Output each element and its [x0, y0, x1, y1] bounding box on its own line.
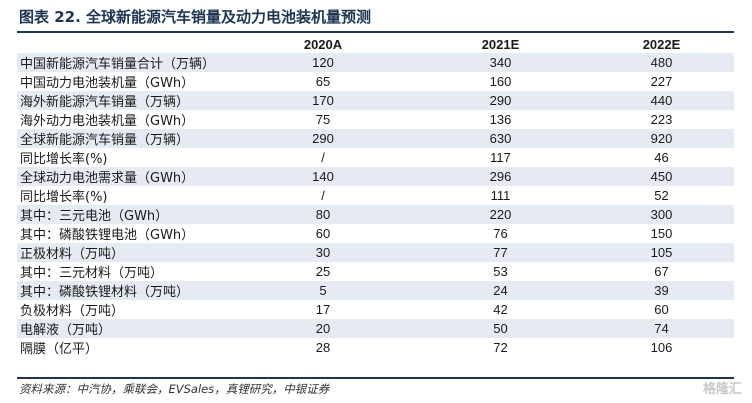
row-label: 正极材料（万吨）	[17, 243, 234, 262]
row-label: 其中：三元电池（GWh）	[17, 205, 234, 224]
value-cell: 106	[650, 340, 673, 355]
value-cell: 53	[493, 264, 508, 279]
value-cell: 39	[589, 281, 734, 300]
table-row: 全球新能源汽车销量（万辆） 290 630 920	[17, 129, 734, 148]
value-cell: 28	[315, 340, 331, 355]
value-cell: 630	[412, 129, 589, 148]
value-cell: 24	[412, 281, 589, 300]
table-body: 中国新能源汽车销量合计（万辆） 120 340 480 中国动力电池装机量（GWh） 65…	[17, 53, 734, 357]
table-row: 中国新能源汽车销量合计（万辆） 120 340 480	[17, 53, 734, 72]
title-divider	[17, 31, 734, 33]
row-label: 其中：磷酸铁锂材料（万吨）	[17, 281, 234, 300]
value-cell: 76	[493, 226, 508, 241]
value-cell: 117	[490, 150, 511, 165]
header-cell: 2022E	[589, 35, 734, 53]
table-row: 同比增长率(%) / 111 52	[17, 186, 734, 205]
forecast-table: 2020A 2021E 2022E 中国新能源汽车销量合计（万辆） 120 340 4…	[17, 35, 734, 357]
table-row: 隔膜（亿平） 28 72 106	[17, 338, 734, 357]
value-cell: 300	[589, 205, 734, 224]
row-label: 全球动力电池需求量（GWh）	[17, 167, 234, 186]
table-row: 其中：磷酸铁锂电池（GWh） 60 76 150	[17, 224, 734, 243]
bottom-divider	[17, 377, 734, 379]
row-label: 电解液（万吨）	[17, 319, 234, 338]
row-label: 全球新能源汽车销量（万辆）	[17, 129, 234, 148]
value-cell: /	[321, 188, 325, 203]
value-cell: 170	[234, 91, 412, 110]
value-cell: 340	[412, 53, 589, 72]
value-cell: 67	[654, 264, 669, 279]
row-label: 海外新能源汽车销量（万辆）	[17, 91, 234, 110]
value-cell: 150	[650, 226, 673, 241]
value-cell: 105	[589, 243, 734, 262]
value-cell: 46	[654, 150, 669, 165]
header-cell	[17, 35, 234, 53]
table-row: 其中：磷酸铁锂材料（万吨） 5 24 39	[17, 281, 734, 300]
row-label: 同比增长率(%)	[20, 190, 108, 205]
value-cell: 60	[654, 302, 669, 317]
table-row: 海外新能源汽车销量（万辆） 170 290 440	[17, 91, 734, 110]
value-cell: 220	[412, 205, 589, 224]
value-cell: 440	[589, 91, 734, 110]
table-row: 其中：三元电池（GWh） 80 220 300	[17, 205, 734, 224]
value-cell: 77	[412, 243, 589, 262]
value-cell: 52	[654, 188, 669, 203]
value-cell: 160	[489, 74, 512, 89]
table-row: 中国动力电池装机量（GWh） 65 160 227	[17, 72, 734, 91]
value-cell: 290	[234, 129, 412, 148]
table-row: 同比增长率(%) / 117 46	[17, 148, 734, 167]
value-cell: 50	[412, 319, 589, 338]
row-label: 其中：磷酸铁锂电池（GWh）	[20, 228, 195, 243]
value-cell: 74	[589, 319, 734, 338]
value-cell: 140	[234, 167, 412, 186]
table-row: 正极材料（万吨） 30 77 105	[17, 243, 734, 262]
row-label: 其中：三元材料（万吨）	[20, 266, 164, 281]
value-cell: 75	[315, 112, 331, 127]
value-cell: 30	[234, 243, 412, 262]
row-label: 海外动力电池装机量（GWh）	[20, 114, 195, 129]
value-cell: 25	[315, 264, 331, 279]
value-cell: 920	[589, 129, 734, 148]
value-cell: 60	[315, 226, 331, 241]
value-cell: 65	[315, 74, 331, 89]
value-cell: 20	[234, 319, 412, 338]
row-label: 隔膜（亿平）	[20, 342, 99, 357]
table-header-row: 2020A 2021E 2022E	[17, 35, 734, 53]
figure-title: 图表 22. 全球新能源汽车销量及动力电池装机量预测	[19, 8, 372, 26]
table-row: 海外动力电池装机量（GWh） 75 136 223	[17, 110, 734, 129]
row-label: 负极材料（万吨）	[20, 304, 125, 319]
value-cell: 80	[234, 205, 412, 224]
value-cell: 17	[315, 302, 331, 317]
row-label: 中国动力电池装机量（GWh）	[20, 76, 195, 91]
value-cell: 72	[493, 340, 508, 355]
value-cell: 111	[490, 188, 511, 203]
table-row: 电解液（万吨） 20 50 74	[17, 319, 734, 338]
table-row: 其中：三元材料（万吨） 25 53 67	[17, 262, 734, 281]
value-cell: 296	[412, 167, 589, 186]
value-cell: 5	[234, 281, 412, 300]
value-cell: 136	[489, 112, 512, 127]
row-label: 中国新能源汽车销量合计（万辆）	[17, 53, 234, 72]
value-cell: 450	[589, 167, 734, 186]
value-cell: 42	[493, 302, 508, 317]
header-cell: 2020A	[234, 35, 412, 53]
row-label: 同比增长率(%)	[20, 152, 108, 167]
table-row: 全球动力电池需求量（GWh） 140 296 450	[17, 167, 734, 186]
value-cell: 227	[650, 74, 673, 89]
value-cell: 290	[412, 91, 589, 110]
watermark-logo: 格隆汇	[702, 382, 742, 397]
value-cell: 480	[589, 53, 734, 72]
table-row: 负极材料（万吨） 17 42 60	[17, 300, 734, 319]
value-cell: 120	[234, 53, 412, 72]
header-cell: 2021E	[412, 35, 589, 53]
value-cell: 223	[650, 112, 673, 127]
value-cell: /	[321, 150, 325, 165]
source-note: 资料来源：中汽协，乘联会，EVSales，真锂研究，中银证券	[19, 382, 330, 396]
